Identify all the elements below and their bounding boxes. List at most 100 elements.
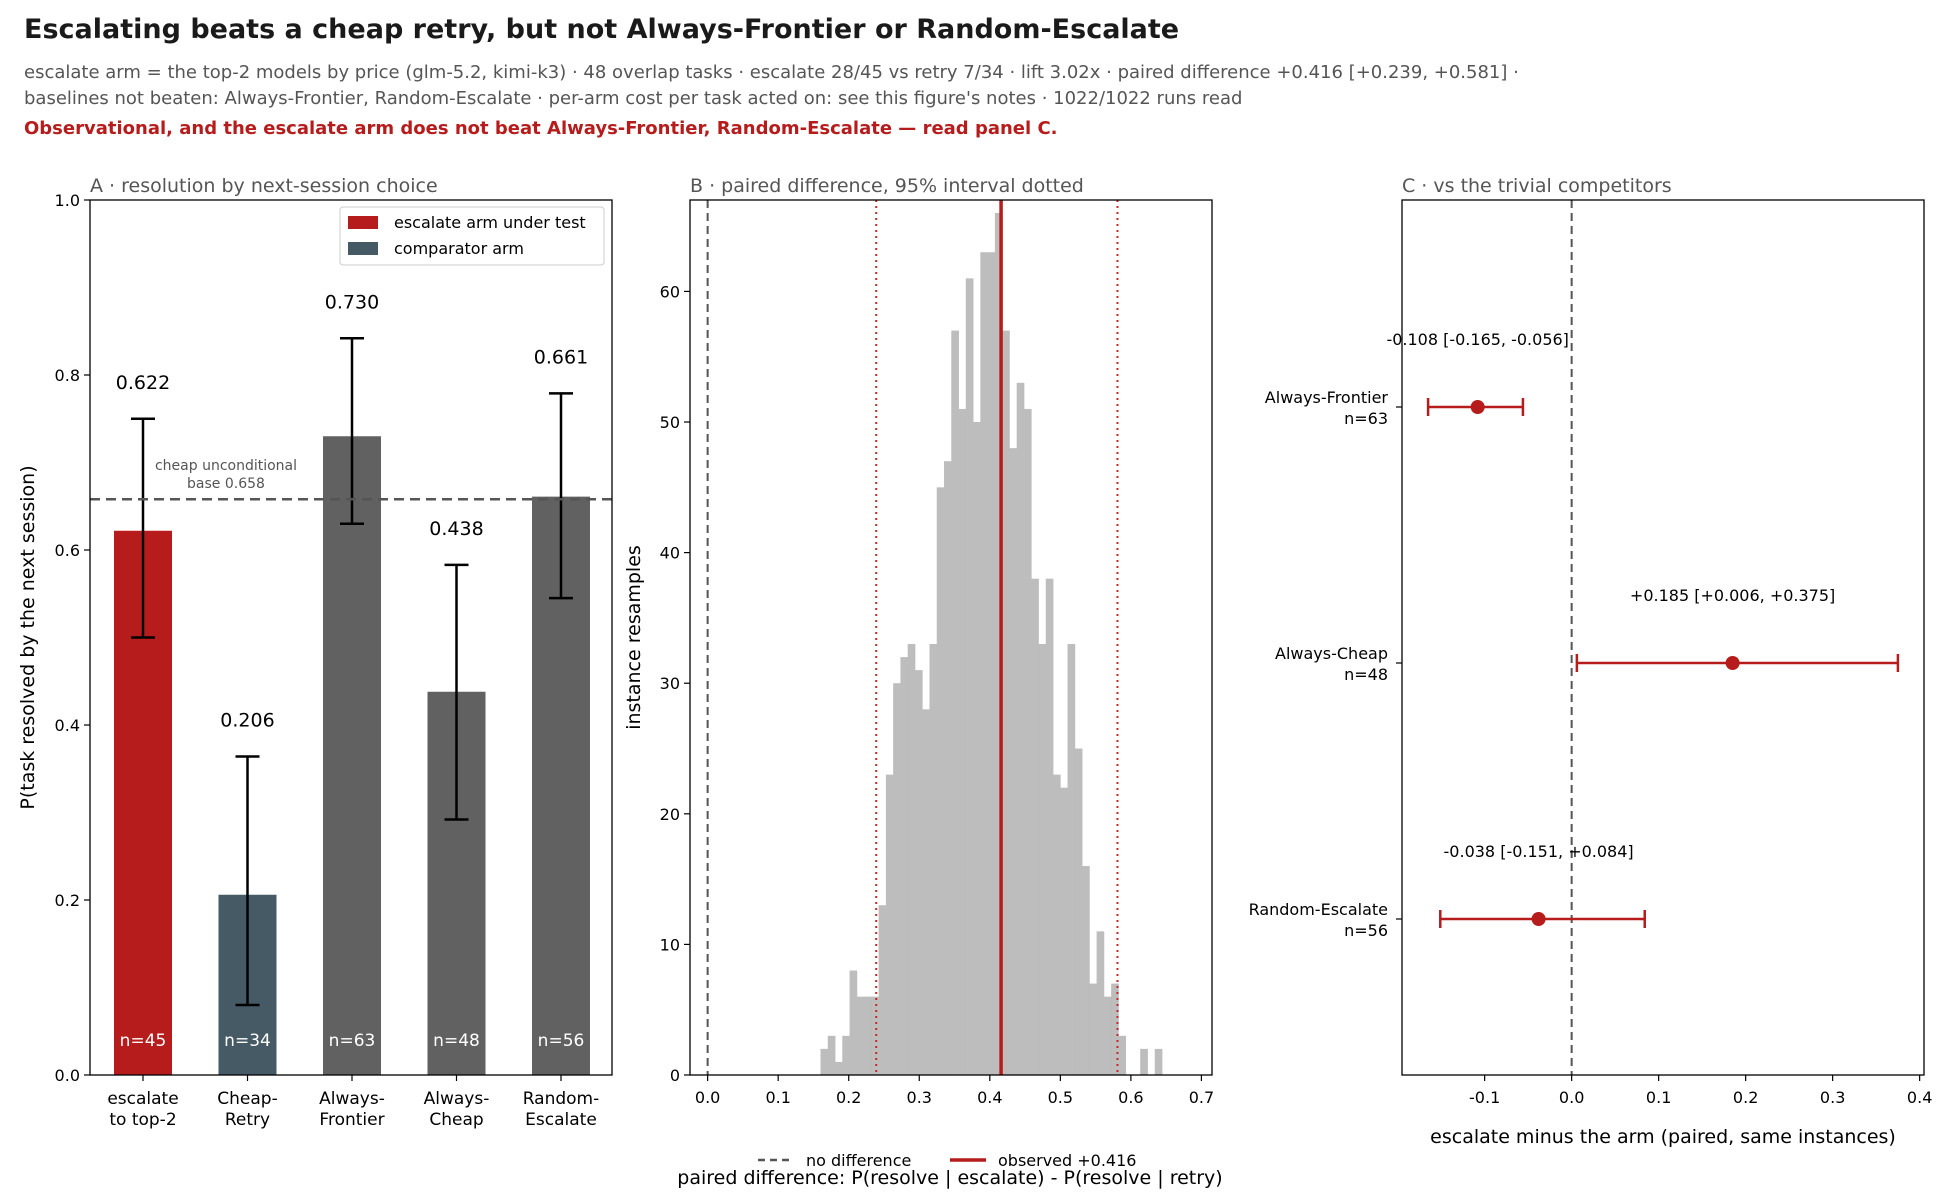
histogram-bar: [994, 213, 1003, 1076]
x-tick-label: 0.2: [836, 1088, 861, 1107]
baseline-label: cheap unconditional: [155, 458, 297, 474]
histogram-bar: [842, 1035, 850, 1075]
histogram-bar: [1067, 644, 1076, 1075]
y-tick-label: 0.4: [55, 716, 80, 735]
histogram-bar: [1002, 330, 1010, 1075]
histogram-bar: [1053, 774, 1061, 1075]
histogram-bar: [864, 996, 872, 1075]
baseline-label: base 0.658: [187, 476, 265, 492]
x-tick-label: 0.4: [977, 1088, 1002, 1107]
x-tick-label: 0.3: [1820, 1088, 1845, 1107]
panel-b-histogram: B · paired difference, 95% interval dott…: [623, 175, 1223, 1189]
histogram-bar: [1045, 578, 1054, 1075]
histogram-bar: [1009, 448, 1018, 1075]
x-tick-label: to top-2: [109, 1110, 176, 1130]
bar-value-label: 0.438: [429, 518, 483, 540]
histogram-bar: [1074, 748, 1083, 1075]
histogram-bar: [1031, 578, 1039, 1075]
panel-a-y-axis-label: P(task resolved by the next session): [17, 465, 39, 809]
bar-n-label: n=45: [120, 1031, 167, 1051]
histogram-bar: [1118, 1035, 1127, 1075]
bar-n-label: n=34: [224, 1031, 271, 1051]
histogram-bar: [1154, 1048, 1163, 1075]
y-tick-label: 0.8: [55, 366, 80, 385]
bar-value-label: 0.206: [220, 710, 274, 732]
panel-c-title: C · vs the trivial competitors: [1402, 175, 1672, 197]
bar-n-label: n=48: [433, 1031, 480, 1051]
y-tick-label: 40: [660, 544, 680, 563]
x-tick-label: 0.1: [765, 1088, 790, 1107]
histogram-bar: [1038, 644, 1047, 1075]
histogram-bar: [856, 996, 865, 1075]
panel-c-forest-plot: C · vs the trivial competitors escalate m…: [1249, 175, 1933, 1148]
estimate-label: -0.038 [-0.151, +0.084]: [1444, 842, 1634, 861]
histogram-bar: [878, 905, 887, 1075]
row-n-label: n=63: [1344, 409, 1388, 428]
histogram-bar: [1096, 931, 1105, 1075]
histogram-bar: [827, 1035, 836, 1075]
x-tick-label: Always-: [424, 1089, 490, 1109]
y-tick-label: 60: [660, 282, 680, 301]
panel-b-frame: [689, 199, 1213, 1076]
panel-c-x-axis-label: escalate minus the arm (paired, same ins…: [1430, 1126, 1896, 1148]
x-tick-label: 0.0: [1559, 1088, 1584, 1107]
panel-a-legend: escalate arm under test comparator arm: [339, 206, 605, 266]
figure-title: Escalating beats a cheap retry, but not …: [24, 14, 1180, 45]
x-tick-label: 0.4: [1907, 1088, 1932, 1107]
x-tick-label: escalate: [107, 1089, 178, 1109]
estimate-point: [1531, 912, 1546, 926]
histogram-bar: [922, 709, 930, 1075]
legend-label: no difference: [806, 1151, 911, 1170]
x-tick-label: 0.3: [907, 1088, 932, 1107]
x-tick-label: 0.1: [1646, 1088, 1671, 1107]
figure-warning: Observational, and the escalate arm does…: [24, 118, 1058, 139]
bar-n-label: n=63: [329, 1031, 376, 1051]
estimate-point: [1470, 400, 1485, 414]
x-tick-label: 0.6: [1118, 1088, 1143, 1107]
histogram-bar: [980, 252, 989, 1076]
histogram-bar: [900, 657, 909, 1075]
x-tick-label: -0.1: [1469, 1088, 1500, 1107]
x-tick-label: Always-: [319, 1089, 385, 1109]
histogram-bar: [951, 330, 959, 1075]
legend-swatch: [348, 216, 378, 229]
estimate-label: +0.185 [+0.006, +0.375]: [1630, 586, 1835, 605]
legend-label: comparator arm: [394, 239, 524, 258]
panel-c-frame: [1401, 199, 1925, 1076]
bar: [323, 436, 381, 1075]
histogram-bar: [987, 252, 996, 1076]
y-tick-label: 10: [660, 935, 680, 954]
row-arm-label: Always-Cheap: [1275, 644, 1388, 663]
histogram-bar: [1140, 1048, 1148, 1075]
histogram-bar: [944, 461, 952, 1075]
x-tick-label: Frontier: [319, 1110, 384, 1130]
y-tick-label: 0.6: [55, 541, 80, 560]
estimate-label: -0.108 [-0.165, -0.056]: [1386, 330, 1568, 349]
histogram-bar: [1023, 408, 1032, 1076]
histogram-bar: [849, 970, 858, 1075]
panel-a-bar-chart: A · resolution by next-session choice P(t…: [17, 175, 613, 1130]
histogram-bar: [1111, 983, 1119, 1075]
histogram-bar: [893, 683, 901, 1075]
bar-n-label: n=56: [538, 1031, 585, 1051]
histogram-bar: [907, 644, 916, 1075]
histogram-bar: [1089, 983, 1097, 1075]
legend-box: [339, 206, 605, 266]
x-tick-label: Cheap-: [217, 1089, 277, 1109]
y-tick-label: 50: [660, 413, 680, 432]
histogram-bar: [1082, 866, 1090, 1075]
x-tick-label: Random-: [523, 1089, 600, 1109]
panel-a-frame: [89, 199, 613, 1076]
histogram-bar: [973, 422, 981, 1076]
histogram-bar: [1060, 787, 1068, 1075]
histogram-bar: [835, 1061, 843, 1075]
estimate-point: [1725, 656, 1740, 670]
row-n-label: n=56: [1344, 921, 1388, 940]
bar-value-label: 0.730: [325, 291, 379, 313]
panel-b-x-axis-label: paired difference: P(resolve | escalate)…: [677, 1167, 1222, 1189]
panel-b-title: B · paired difference, 95% interval dott…: [690, 175, 1084, 197]
legend-swatch: [348, 242, 378, 255]
row-arm-label: Always-Frontier: [1265, 388, 1389, 407]
histogram-bar: [1016, 382, 1025, 1075]
panel-b-legend: no difference observed +0.416: [758, 1151, 1136, 1170]
